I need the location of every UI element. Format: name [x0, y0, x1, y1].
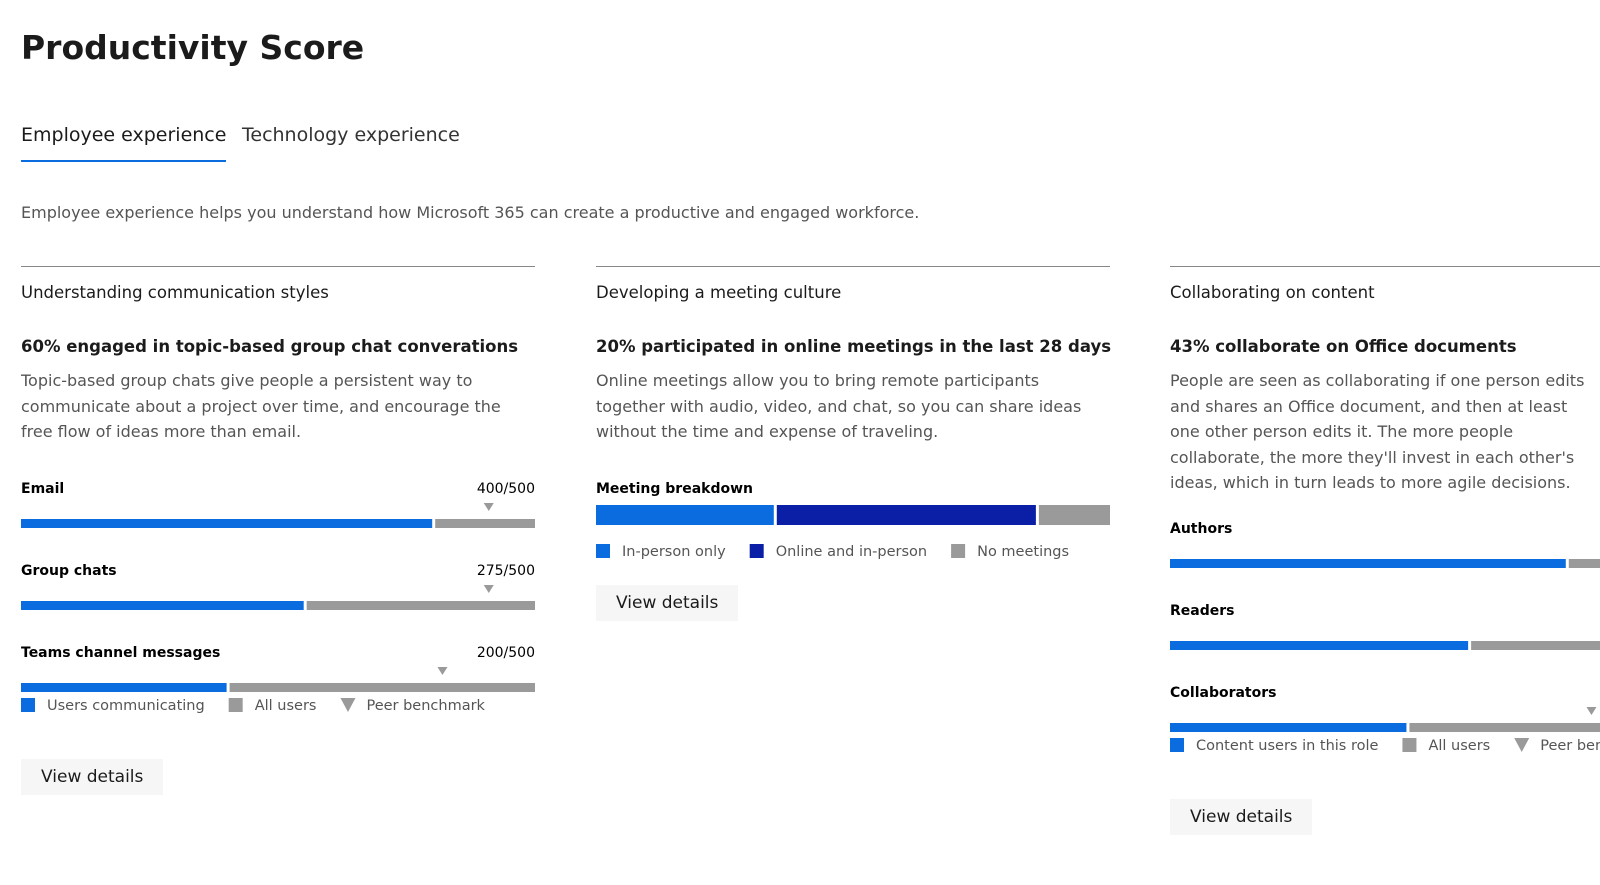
legend-label: All users [1428, 738, 1490, 754]
panel-text: People are seen as collaborating if one … [1170, 371, 1585, 492]
benchmark-marker [1586, 707, 1597, 715]
bar-segment [776, 505, 1036, 525]
legend-marker [1170, 738, 1184, 752]
view-details-button[interactable]: View details [596, 585, 739, 621]
benchmark-marker [437, 667, 448, 675]
bar-remainder [306, 601, 535, 610]
bar-label: Email [21, 481, 64, 497]
legend-marker [21, 698, 35, 712]
value-label: 400/500 [477, 481, 535, 497]
chart: Meeting breakdown In-person only Online an… [596, 481, 1110, 560]
bar-label: Readers [1170, 603, 1234, 619]
benchmark-marker [483, 585, 494, 593]
bar [1170, 559, 1566, 568]
panel-text: Topic-based group chats give people a pe… [21, 371, 501, 441]
bar-label: Group chats [21, 563, 117, 579]
legend-marker [340, 698, 356, 712]
legend-label: All users [255, 698, 317, 714]
panel: Developing a meeting culture 20% particip… [596, 266, 1112, 885]
panel: Collaborating on content 43% collaborate … [1170, 266, 1600, 885]
value-label: 200/500 [477, 645, 535, 661]
legend-label: Users communicating [47, 698, 205, 714]
chart: Authors Readers Collaborators Content users… [1170, 521, 1600, 754]
page-title: Productivity Score [21, 28, 365, 67]
bar-remainder [229, 683, 535, 692]
panel-stat: 20% participated in online meetings in t… [596, 337, 1112, 356]
chart-title: Meeting breakdown [596, 481, 753, 497]
legend-label: No meetings [977, 544, 1069, 560]
bar-label: Authors [1170, 521, 1232, 537]
bar [21, 683, 227, 692]
bar-label: Teams channel messages [21, 645, 220, 661]
legend-label: Peer benchmark [1540, 738, 1600, 754]
legend-label: Peer benchmark [366, 698, 485, 714]
panel-stat: 60% engaged in topic-based group chat co… [21, 337, 519, 356]
description: Employee experience helps you understand… [21, 203, 920, 222]
legend-marker [1514, 738, 1530, 752]
legend-marker [228, 698, 243, 712]
bar-remainder [435, 519, 535, 528]
bar-remainder [1409, 723, 1600, 732]
view-details-button[interactable]: View details [1170, 799, 1313, 835]
panel: Understanding communication styles 60% en… [21, 266, 535, 885]
legend-marker [1402, 738, 1417, 752]
value-label: 275/500 [477, 563, 535, 579]
panel-heading: Developing a meeting culture [596, 283, 842, 302]
benchmark-marker [483, 503, 494, 511]
legend-label: In-person only [622, 544, 726, 560]
legend-label: Content users in this role [1196, 738, 1379, 754]
bar [21, 519, 433, 528]
legend-label: Online and in-person [776, 544, 927, 560]
chart: Email 400/500 Group chats 275/500 Teams chan… [21, 481, 535, 714]
panel-stat: 43% collaborate on Office documents [1170, 337, 1517, 356]
view-details-button[interactable]: View details [21, 759, 164, 795]
bar-remainder [1471, 641, 1600, 650]
panel-heading: Understanding communication styles [21, 283, 329, 302]
bar [1170, 641, 1469, 650]
bar [1170, 723, 1407, 732]
tab[interactable]: Technology experience [242, 124, 460, 146]
bar-label: Collaborators [1170, 685, 1276, 701]
bar [21, 601, 304, 610]
bar-segment [596, 505, 774, 525]
bar-segment [1038, 505, 1110, 525]
legend-marker [951, 544, 966, 558]
panel-text: Online meetings allow you to bring remot… [596, 371, 1082, 441]
legend-marker [596, 544, 610, 558]
bar-remainder [1568, 559, 1600, 568]
panel-heading: Collaborating on content [1170, 283, 1375, 302]
tab[interactable]: Employee experience [21, 124, 227, 162]
legend-marker [749, 544, 764, 558]
